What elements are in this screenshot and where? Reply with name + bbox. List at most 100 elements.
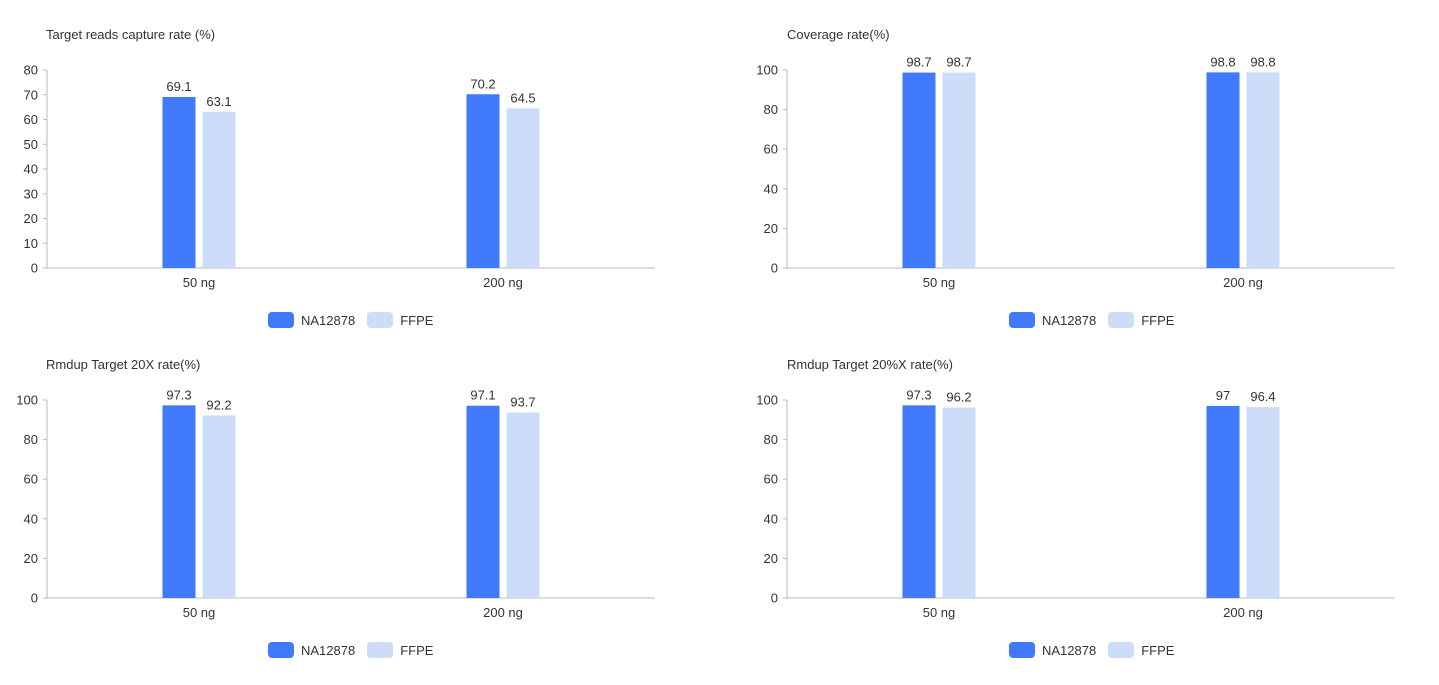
data-label: 97.1 (470, 388, 495, 403)
chart-panel-rmdup-20pct-x: Rmdup Target 20%X rate(%) 0 20 40 60 80 100 97… (719, 330, 1439, 660)
bar-na12878 (466, 405, 500, 598)
data-label: 64.5 (510, 90, 535, 105)
legend: NA12878 FFPE (1009, 642, 1186, 658)
y-tick-label: 40 (764, 511, 778, 526)
y-tick-label: 80 (24, 432, 38, 447)
y-tick-label: 60 (764, 142, 778, 157)
data-label: 92.2 (206, 397, 231, 412)
data-label: 70.2 (470, 76, 495, 91)
legend-swatch (367, 312, 394, 328)
x-tick-label: 50 ng (183, 605, 216, 620)
y-tick-label: 20 (764, 221, 778, 236)
y-tick-label: 80 (24, 63, 38, 78)
data-label: 98.8 (1210, 54, 1235, 69)
y-tick-label: 0 (31, 261, 38, 276)
bar-na12878 (902, 72, 936, 268)
data-label: 98.7 (906, 55, 931, 70)
legend-swatch (1108, 312, 1135, 328)
bar-ffpe (506, 108, 540, 268)
data-label: 96.2 (946, 390, 971, 405)
y-tick-label: 0 (31, 591, 38, 606)
data-label: 98.8 (1250, 54, 1275, 69)
y-tick-label: 0 (771, 261, 778, 276)
legend-item-na12878[interactable]: NA12878 (268, 312, 355, 328)
legend-label: FFPE (400, 312, 434, 328)
y-tick-label: 100 (756, 393, 778, 408)
data-label: 69.1 (166, 79, 191, 94)
data-label: 98.7 (946, 55, 971, 70)
bar-na12878 (162, 96, 196, 268)
data-label: 97 (1216, 388, 1230, 403)
legend-swatch (1108, 642, 1135, 658)
legend-swatch (1009, 312, 1035, 328)
y-tick-label: 50 (24, 137, 38, 152)
y-tick-label: 60 (764, 472, 778, 487)
bar-chart: 0 10 20 30 40 50 60 70 80 69.1 63.1 50 ng 70.2 64.5 20… (24, 63, 655, 290)
legend-item-na12878[interactable]: NA12878 (1009, 642, 1096, 658)
y-tick-label: 100 (756, 63, 778, 78)
chart-title: Target reads capture rate (%) (46, 27, 216, 42)
legend: NA12878 FFPE (268, 642, 445, 658)
bar-na12878 (162, 405, 196, 598)
bar-ffpe (202, 111, 236, 268)
y-tick-label: 70 (24, 87, 38, 102)
bar-ffpe (942, 72, 976, 268)
legend: NA12878 FFPE (268, 312, 445, 328)
y-tick-label: 20 (24, 551, 38, 566)
y-tick-label: 40 (764, 181, 778, 196)
legend-item-na12878[interactable]: NA12878 (268, 642, 355, 658)
data-label: 97.3 (906, 387, 931, 402)
y-tick-label: 60 (24, 112, 38, 127)
legend-swatch (268, 312, 294, 328)
x-tick-label: 50 ng (183, 275, 216, 290)
legend-item-ffpe[interactable]: FFPE (367, 642, 433, 658)
x-tick-label: 200 ng (1223, 605, 1263, 620)
data-label: 97.3 (166, 387, 191, 402)
bar-na12878 (1206, 405, 1240, 598)
y-tick-label: 40 (24, 162, 38, 177)
bar-ffpe (1246, 407, 1280, 598)
chart-panel-capture-rate: Target reads capture rate (%) 0 10 20 30 40 5… (0, 0, 720, 330)
data-label: 96.4 (1250, 389, 1275, 404)
chart-panel-coverage-rate: Coverage rate(%) 0 20 40 60 80 100 98.7 98.7 50 … (719, 0, 1439, 330)
y-tick-label: 60 (24, 472, 38, 487)
legend-label: FFPE (1141, 312, 1175, 328)
bar-na12878 (902, 405, 936, 598)
chart-title: Rmdup Target 20X rate(%) (46, 357, 201, 372)
chart-panel-rmdup-20x: Rmdup Target 20X rate(%) 0 20 40 60 80 100 97.… (0, 330, 720, 660)
bar-chart: 0 20 40 60 80 100 97.3 96.2 50 ng 97 96.4 200 ng (756, 387, 1395, 620)
legend-item-ffpe[interactable]: FFPE (1108, 312, 1174, 328)
x-tick-label: 200 ng (1223, 275, 1263, 290)
legend: NA12878 FFPE (1009, 312, 1186, 328)
y-tick-label: 40 (24, 511, 38, 526)
y-tick-label: 30 (24, 186, 38, 201)
x-tick-label: 50 ng (923, 605, 956, 620)
data-label: 63.1 (206, 94, 231, 109)
legend-swatch (1009, 642, 1035, 658)
legend-label: NA12878 (301, 312, 356, 328)
legend-swatch (268, 642, 294, 658)
chart-title: Rmdup Target 20%X rate(%) (787, 357, 953, 372)
y-tick-label: 10 (24, 236, 38, 251)
x-tick-label: 50 ng (923, 275, 956, 290)
y-tick-label: 80 (764, 432, 778, 447)
bar-na12878 (466, 94, 500, 268)
legend-label: NA12878 (1042, 312, 1097, 328)
y-tick-label: 80 (764, 102, 778, 117)
y-tick-label: 20 (764, 551, 778, 566)
bar-ffpe (506, 412, 540, 598)
y-tick-label: 100 (16, 393, 38, 408)
legend-item-ffpe[interactable]: FFPE (367, 312, 433, 328)
bar-chart: 0 20 40 60 80 100 97.3 92.2 50 ng 97.1 93.7 200 ng (16, 387, 655, 620)
bar-ffpe (202, 415, 236, 598)
data-label: 93.7 (510, 394, 535, 409)
legend-item-na12878[interactable]: NA12878 (1009, 312, 1096, 328)
x-tick-label: 200 ng (483, 275, 523, 290)
bar-ffpe (1246, 72, 1280, 268)
legend-item-ffpe[interactable]: FFPE (1108, 642, 1174, 658)
x-tick-label: 200 ng (483, 605, 523, 620)
bar-na12878 (1206, 72, 1240, 268)
chart-title: Coverage rate(%) (787, 27, 890, 42)
legend-label: FFPE (400, 642, 434, 658)
legend-swatch (367, 642, 394, 658)
